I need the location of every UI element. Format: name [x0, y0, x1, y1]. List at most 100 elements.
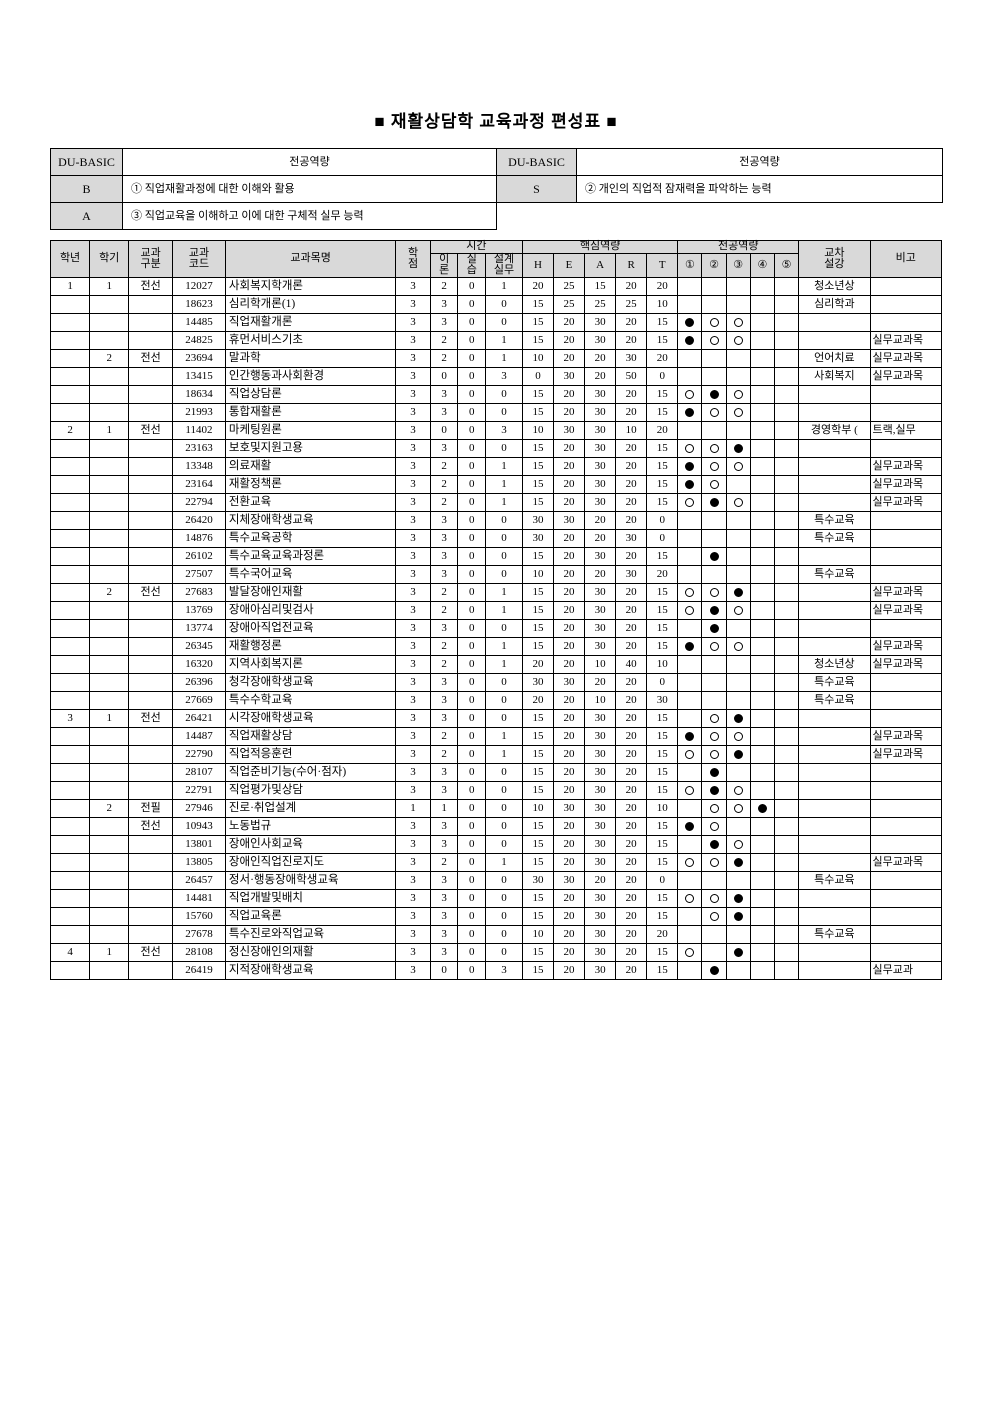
cell-remark — [869, 295, 943, 315]
cell-gubun — [128, 871, 173, 891]
cell-credit: 3 — [395, 853, 431, 873]
cell-major-1 — [677, 925, 703, 945]
cell-sem — [89, 691, 130, 711]
cell-code: 18634 — [171, 385, 226, 405]
cell-cross — [798, 709, 871, 729]
cell-t: 15 — [646, 331, 679, 351]
cell-major-5 — [773, 313, 800, 333]
cell-a: 30 — [584, 853, 617, 873]
cell-credit: 3 — [395, 529, 431, 549]
cell-a: 30 — [584, 421, 617, 441]
cell-r: 40 — [615, 655, 648, 675]
cell-major-5 — [773, 925, 800, 945]
cell-theory: 3 — [429, 403, 459, 423]
cell-major-3 — [725, 619, 751, 639]
cell-theory: 3 — [429, 565, 459, 585]
cell-cross: 특수교육 — [798, 925, 871, 945]
table-row: 14481 직업개발및배치 3 3 0 0 15 20 30 20 15 — [49, 889, 943, 909]
cell-h: 15 — [521, 547, 554, 567]
cell-year — [49, 349, 91, 369]
cell-year — [49, 565, 91, 585]
cell-r: 20 — [615, 601, 648, 621]
cell-credit: 3 — [395, 583, 431, 603]
cell-t: 15 — [646, 637, 679, 657]
cell-sem: 1 — [89, 943, 130, 963]
cell-year — [49, 817, 91, 837]
cell-h: 15 — [521, 583, 554, 603]
cell-code: 13774 — [171, 619, 226, 639]
cell-major-1 — [677, 367, 703, 387]
cell-gubun — [128, 367, 173, 387]
cell-sem — [89, 601, 130, 621]
cell-a: 30 — [584, 457, 617, 477]
cell-theory: 0 — [429, 961, 459, 981]
cell-practice: 0 — [457, 745, 487, 765]
cell-h: 15 — [521, 313, 554, 333]
cell-credit: 3 — [395, 763, 431, 783]
cell-r: 20 — [615, 745, 648, 765]
header-major-3: ③ — [725, 252, 751, 279]
cell-a: 30 — [584, 403, 617, 423]
hollow-circle-icon — [709, 408, 719, 418]
cell-h: 30 — [521, 529, 554, 549]
cell-a: 30 — [584, 799, 617, 819]
cell-gubun — [128, 547, 173, 567]
cell-design: 0 — [485, 673, 523, 693]
cell-year: 3 — [49, 709, 91, 729]
cell-major-3 — [725, 835, 751, 855]
cell-practice: 0 — [457, 529, 487, 549]
cell-name: 직업평가및상담 — [224, 781, 397, 801]
cell-remark — [869, 403, 943, 423]
cell-cross — [798, 619, 871, 639]
cell-design: 0 — [485, 691, 523, 711]
cell-t: 15 — [646, 385, 679, 405]
cell-e: 20 — [552, 655, 586, 675]
cell-cross: 사회복지 — [798, 367, 871, 387]
cell-major-5 — [773, 853, 800, 873]
cell-code: 10943 — [171, 817, 226, 837]
legend-left-code: A — [50, 202, 123, 231]
cell-e: 20 — [552, 745, 586, 765]
cell-remark: 실무교과목 — [869, 493, 943, 513]
cell-practice: 0 — [457, 637, 487, 657]
cell-major-4 — [749, 349, 775, 369]
cell-major-2 — [701, 673, 727, 693]
cell-name: 직업적응훈련 — [224, 745, 397, 765]
cell-remark — [869, 313, 943, 333]
cell-sem — [89, 439, 130, 459]
cell-cross — [798, 457, 871, 477]
hollow-circle-icon — [685, 588, 695, 598]
table-row: 22794 전환교육 3 2 0 1 15 20 30 20 15 실무교과목 — [49, 493, 943, 513]
cell-major-4 — [749, 511, 775, 531]
cell-theory: 3 — [429, 439, 459, 459]
cell-major-4 — [749, 691, 775, 711]
cell-remark — [869, 529, 943, 549]
cell-major-2 — [701, 457, 727, 477]
cell-a: 30 — [584, 907, 617, 927]
cell-major-5 — [773, 907, 800, 927]
cell-r: 20 — [615, 457, 648, 477]
cell-year — [49, 835, 91, 855]
cell-credit: 3 — [395, 439, 431, 459]
cell-major-5 — [773, 511, 800, 531]
cell-practice: 0 — [457, 457, 487, 477]
cell-major-5 — [773, 727, 800, 747]
hollow-circle-icon — [685, 444, 695, 454]
cell-major-3 — [725, 493, 751, 513]
cell-major-4 — [749, 421, 775, 441]
cell-t: 15 — [646, 493, 679, 513]
cell-major-3 — [725, 727, 751, 747]
cell-sem — [89, 331, 130, 351]
cell-h: 15 — [521, 439, 554, 459]
cell-major-4 — [749, 475, 775, 495]
cell-major-5 — [773, 619, 800, 639]
cell-name: 인간행동과사회환경 — [224, 367, 397, 387]
hollow-circle-icon — [709, 480, 719, 490]
cell-cross — [798, 493, 871, 513]
cell-e: 20 — [552, 529, 586, 549]
curriculum-table-body: 1 1 전선 12027 사회복지학개론 3 2 0 1 20 25 15 20 20 청소년상 18623 심… — [49, 277, 943, 981]
cell-major-4 — [749, 745, 775, 765]
legend-left-code-header: DU-BASIC — [50, 148, 123, 177]
cell-r: 20 — [615, 637, 648, 657]
cell-name: 장애인직업진로지도 — [224, 853, 397, 873]
